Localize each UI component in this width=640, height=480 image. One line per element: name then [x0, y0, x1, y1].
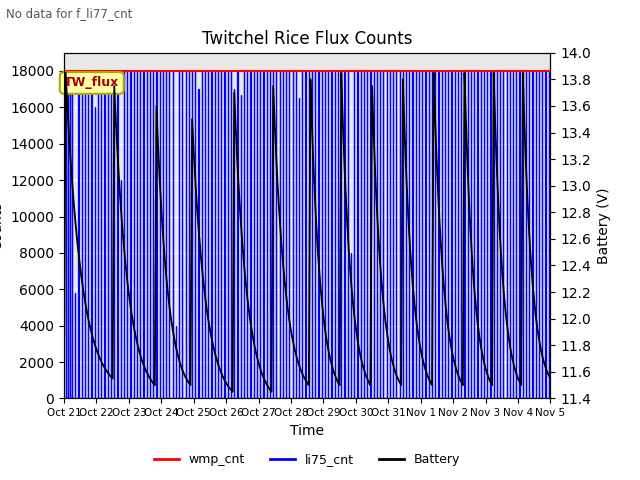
Y-axis label: Counts: Counts	[0, 202, 4, 250]
Title: Twitchel Rice Flux Counts: Twitchel Rice Flux Counts	[202, 30, 412, 48]
X-axis label: Time: Time	[290, 424, 324, 438]
Y-axis label: Battery (V): Battery (V)	[596, 187, 611, 264]
Legend: wmp_cnt, li75_cnt, Battery: wmp_cnt, li75_cnt, Battery	[149, 448, 465, 471]
Text: No data for f_li77_cnt: No data for f_li77_cnt	[6, 7, 132, 20]
Text: TW_flux: TW_flux	[64, 76, 120, 89]
